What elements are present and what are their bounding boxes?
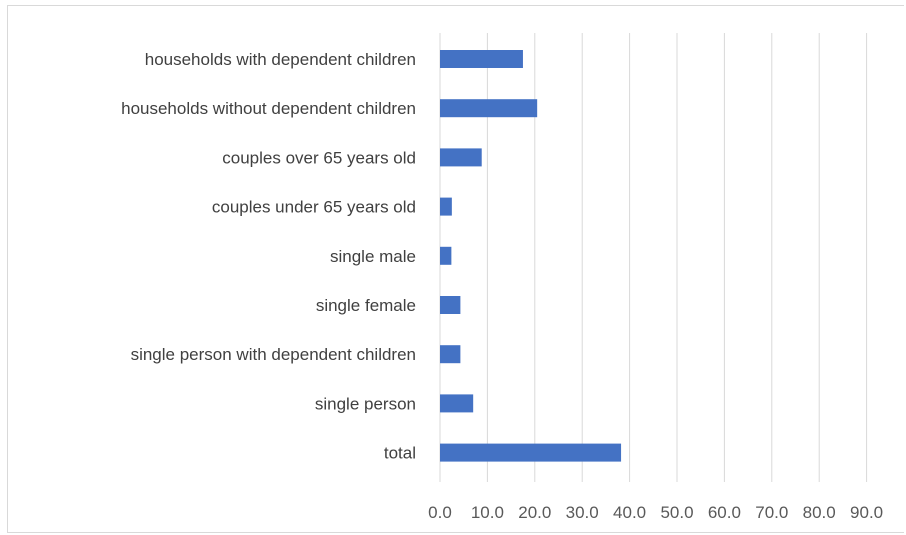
x-tick-label: 10.0 [471,503,504,522]
category-label: couples under 65 years old [212,198,416,217]
chart-frame [7,5,904,533]
category-label: total [384,444,416,463]
x-tick-label: 40.0 [613,503,646,522]
bar [440,50,523,68]
x-tick-label: 50.0 [660,503,693,522]
category-label: couples over 65 years old [222,148,416,167]
category-label: single male [330,247,416,266]
category-label: single person [315,394,416,413]
category-label: single person with dependent children [131,345,416,364]
bar [440,443,622,462]
x-tick-label: 0.0 [428,503,452,522]
bar [440,394,474,413]
bar [440,99,538,118]
category-label: households with dependent children [145,50,416,69]
x-tick-label: 20.0 [518,503,551,522]
category-label: single female [316,296,416,315]
x-tick-label: 80.0 [803,503,836,522]
bar [440,246,452,265]
bar [440,345,461,364]
x-tick-label: 60.0 [708,503,741,522]
category-label: households without dependent children [121,99,416,118]
bar [440,148,482,167]
x-tick-label: 90.0 [850,503,883,522]
x-tick-label: 70.0 [755,503,788,522]
x-tick-label: 30.0 [566,503,599,522]
bar [440,296,461,314]
bar [440,197,452,216]
